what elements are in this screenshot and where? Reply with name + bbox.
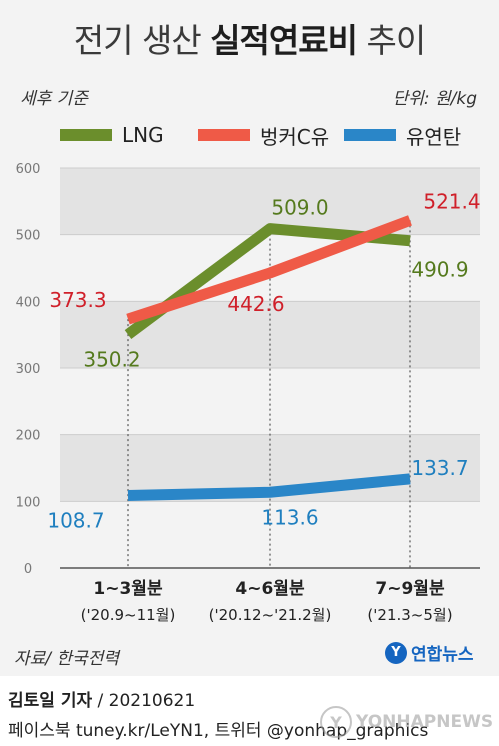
y-tick-label: 300 xyxy=(16,362,41,377)
y-tick-label: 500 xyxy=(16,229,41,244)
legend-label-lng: LNG xyxy=(122,123,164,147)
yonhap-logo: Y 연합뉴스 xyxy=(385,640,474,665)
x-tick-label: 7~9월분 xyxy=(375,579,445,599)
y-tick-label: 600 xyxy=(16,162,41,177)
source-note: 자료/ 한국전력 xyxy=(14,649,119,669)
data-label: 521.4 xyxy=(423,189,480,213)
unit-note: 단위: 원/kg xyxy=(392,89,477,109)
yonhap-logo-icon: Y xyxy=(385,641,407,664)
x-tick-label: 1~3월분 xyxy=(93,579,163,599)
y-tick-label: 0 xyxy=(24,562,32,577)
publish-date: / 20210621 xyxy=(97,691,196,711)
yonhap-logo-text: 연합뉴스 xyxy=(411,645,474,665)
x-tick-sublabel: ('21.3~5월) xyxy=(367,606,452,624)
data-label: 133.7 xyxy=(411,456,468,480)
y-tick-label: 400 xyxy=(16,295,41,310)
legend-label-bunker: 벙커C유 xyxy=(260,124,330,149)
legend-swatch-lng xyxy=(60,129,112,141)
watermark-icon: Y xyxy=(320,706,352,738)
x-tick-sublabel: ('20.12~'21.2월) xyxy=(209,606,332,624)
byline: 김토일 기자 / 20210621 xyxy=(8,686,195,711)
legend-swatch-bunker xyxy=(198,129,250,141)
legend-item-lng: LNG xyxy=(60,123,164,147)
data-label: 108.7 xyxy=(47,509,104,533)
data-label: 373.3 xyxy=(49,288,106,312)
chart-title: 전기 생산 실적연료비 추이 xyxy=(73,21,426,60)
legend-item-coal: 유연탄 xyxy=(344,124,461,149)
basis-note: 세후 기준 xyxy=(20,89,88,109)
legend-label-coal: 유연탄 xyxy=(406,124,462,149)
data-label: 490.9 xyxy=(411,258,468,282)
data-label: 442.6 xyxy=(227,292,284,316)
y-tick-label: 200 xyxy=(16,429,41,444)
x-tick-sublabel: ('20.9~11월) xyxy=(81,606,176,624)
data-label: 113.6 xyxy=(261,505,318,529)
legend-swatch-coal xyxy=(344,129,396,141)
data-label: 350.2 xyxy=(83,348,140,372)
x-tick-label: 4~6월분 xyxy=(235,579,305,599)
legend-item-bunker: 벙커C유 xyxy=(198,124,329,149)
watermark-text: YONHAPNEWS xyxy=(356,712,494,732)
data-label: 509.0 xyxy=(271,196,328,220)
line-chart: 0 100 200 300 400 500 600 350.2 509.0 490.9 373.3 4… xyxy=(16,162,481,624)
author-name: 김토일 기자 xyxy=(8,691,93,711)
y-tick-label: 100 xyxy=(16,495,41,510)
watermark: Y YONHAPNEWS xyxy=(320,706,493,738)
